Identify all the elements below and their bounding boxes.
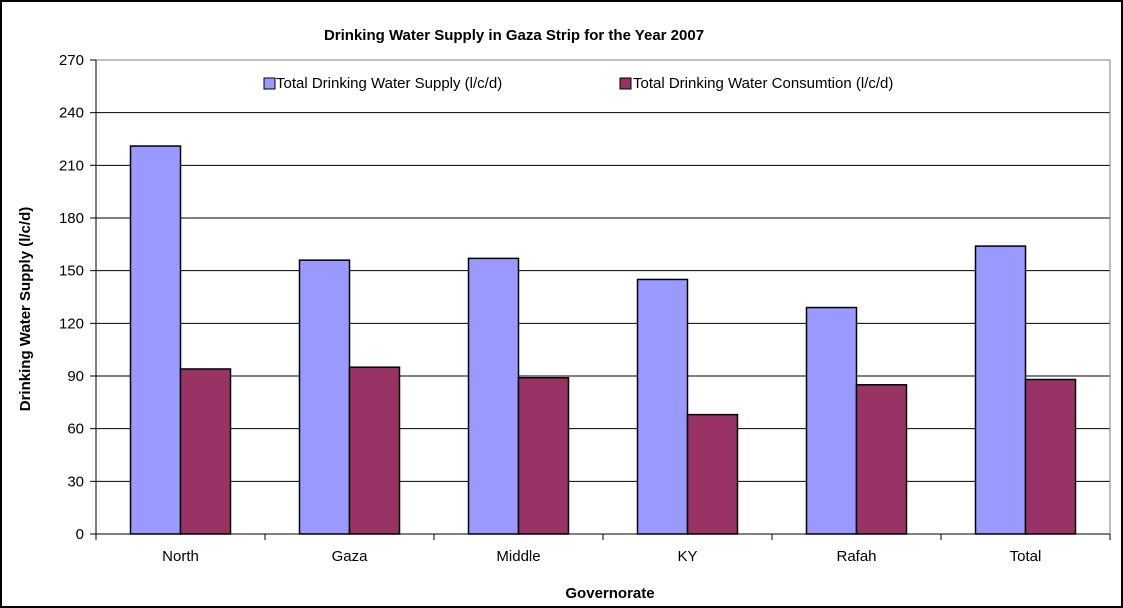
y-tick-label: 120 — [59, 315, 84, 332]
y-tick-label: 90 — [67, 368, 84, 385]
x-axis-label: Governorate — [565, 585, 654, 602]
bar-consumption-rafah — [855, 384, 908, 535]
y-tick-label: 210 — [59, 157, 84, 174]
bar-supply-ky — [636, 278, 689, 535]
x-tick-label: KY — [677, 548, 697, 565]
y-axis: 0 30 60 90 120 150 180 210 240 270 — [59, 52, 97, 543]
bar-consumption-ky — [686, 413, 739, 535]
x-tick-label: Gaza — [332, 548, 369, 565]
bar-consumption-middle — [517, 377, 570, 535]
y-tick-label: 270 — [59, 52, 84, 69]
legend: Total Drinking Water Supply (l/c/d) Tota… — [263, 75, 893, 92]
bars — [129, 145, 1077, 535]
plot-area — [95, 59, 1111, 535]
y-tick-label: 60 — [67, 421, 84, 438]
y-tick-label: 180 — [59, 210, 84, 227]
bar-supply-total — [974, 245, 1027, 535]
bar-supply-north — [129, 145, 182, 535]
y-tick-label: 150 — [59, 263, 84, 280]
x-axis: North Gaza Middle KY Rafah Total — [95, 533, 1111, 565]
legend-swatch-consumption — [619, 77, 632, 90]
y-tick-label: 0 — [76, 526, 84, 543]
bar-supply-rafah — [805, 306, 858, 535]
bar-consumption-north — [179, 368, 232, 535]
legend-swatch-supply — [263, 77, 276, 90]
x-tick-label: Total — [1010, 548, 1042, 565]
gridlines — [96, 59, 1110, 482]
x-tick-label: Middle — [496, 548, 540, 565]
bar-consumption-gaza — [348, 366, 401, 535]
y-tick-label: 30 — [67, 473, 84, 490]
x-tick-label: North — [162, 548, 199, 565]
bar-supply-gaza — [298, 259, 351, 535]
y-axis-label: Drinking Water Supply (l/c/d) — [17, 207, 34, 411]
y-tick-label: 240 — [59, 105, 84, 122]
legend-label-consumption: Total Drinking Water Consumtion (l/c/d) — [633, 75, 893, 92]
chart-title: Drinking Water Supply in Gaza Strip for … — [324, 27, 704, 44]
x-tick-label: Rafah — [836, 548, 876, 565]
legend-label-supply: Total Drinking Water Supply (l/c/d) — [276, 75, 502, 92]
bar-supply-middle — [467, 257, 520, 535]
bar-consumption-total — [1024, 378, 1077, 535]
